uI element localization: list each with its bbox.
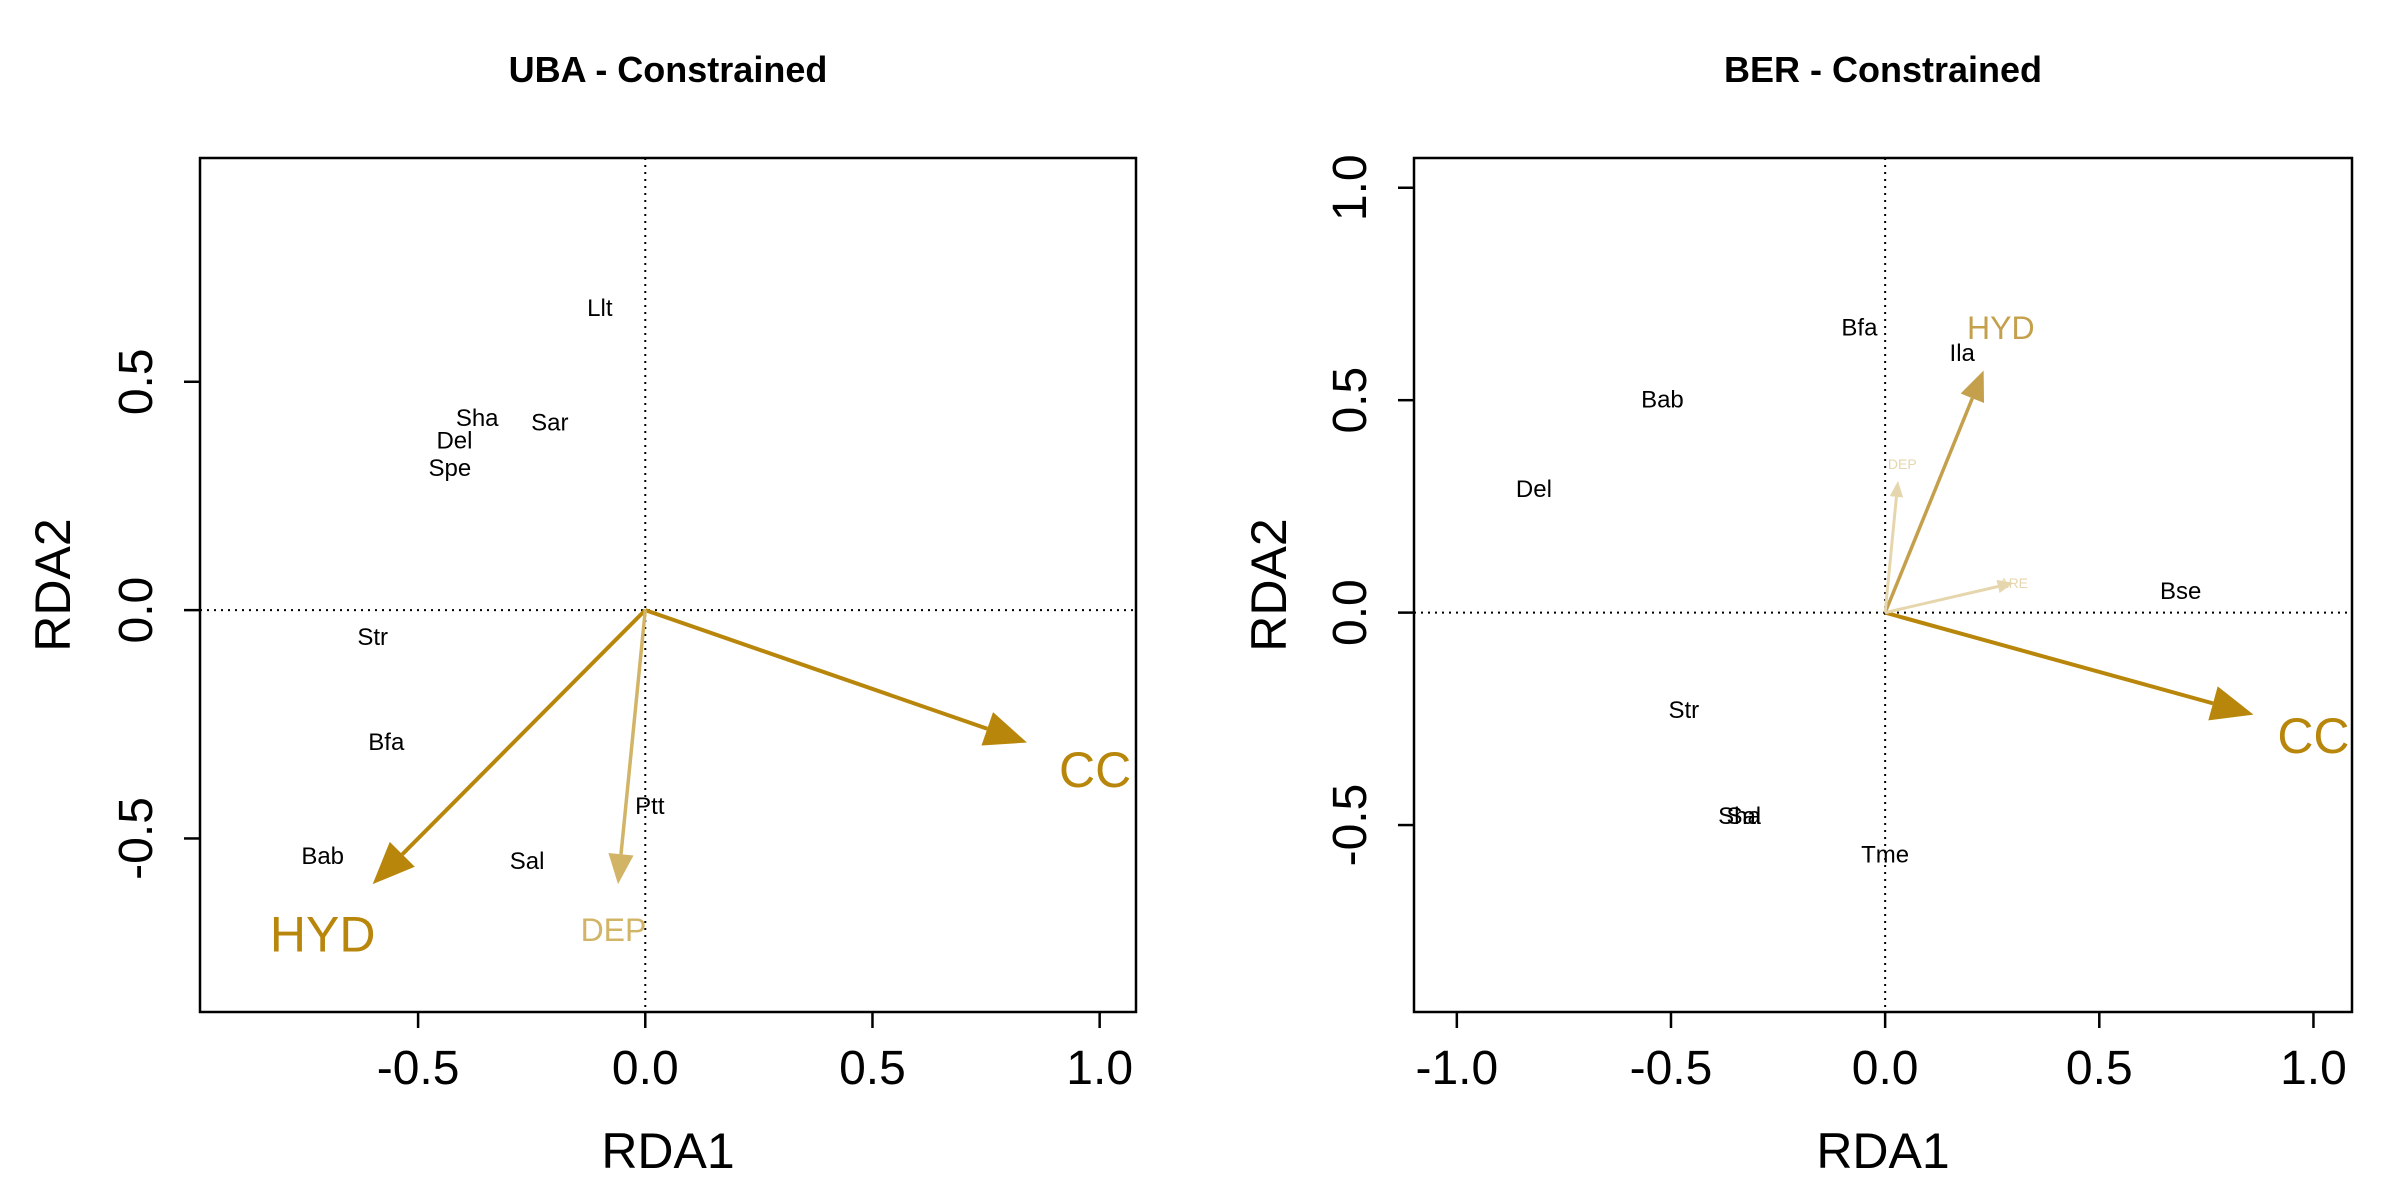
species-label: Sal	[510, 848, 545, 875]
species-label: Spe	[429, 455, 472, 482]
vector-arrow-shaft	[619, 609, 648, 855]
plot-frame	[198, 156, 1138, 1014]
vector-label: HYD	[270, 906, 376, 962]
x-tick-label: 1.0	[2280, 1042, 2347, 1095]
species-label: Tme	[1861, 841, 1909, 868]
x-tick-label: -0.5	[377, 1042, 460, 1095]
vector-label: ARE	[1999, 575, 2028, 591]
species-label: Sha	[1718, 803, 1761, 830]
x-tick-label: 0.0	[1852, 1042, 1919, 1095]
vector-arrow-head	[1889, 480, 1904, 498]
vector-label: CC	[2277, 708, 2349, 764]
vector-arrow-head	[1996, 579, 2014, 594]
species-label: Sal	[1726, 803, 1761, 830]
x-tick-label: -0.5	[1630, 1042, 1713, 1095]
species-label: Bfa	[1841, 314, 1878, 341]
vector-label: CC	[1059, 742, 1131, 798]
vector-arrow-shaft	[644, 608, 988, 731]
species-label: Ila	[1950, 340, 1976, 367]
x-axis-label: RDA1	[601, 1123, 734, 1179]
species-label: Sha	[456, 405, 499, 432]
species-label: Del	[436, 428, 472, 455]
x-tick-label: -1.0	[1415, 1042, 1498, 1095]
y-tick-label: -0.5	[110, 797, 163, 880]
y-axis-label: RDA2	[25, 518, 81, 651]
vector-label: DEP	[1888, 456, 1917, 472]
species-label: Str	[1668, 697, 1699, 724]
species-label: Bse	[2160, 578, 2201, 605]
vector-arrow-head	[2208, 686, 2254, 721]
species-label: Bfa	[368, 729, 405, 756]
chart-title: BER - Constrained	[1724, 49, 2042, 90]
species-label: Sar	[531, 409, 568, 436]
vector-arrow-shaft	[1883, 397, 1974, 614]
vector-label: DEP	[581, 912, 647, 948]
chart-title: UBA - Constrained	[509, 49, 828, 90]
species-label: Del	[1516, 476, 1552, 503]
x-axis-label: RDA1	[1816, 1123, 1949, 1179]
vector-arrow-head	[1960, 370, 1985, 403]
y-tick-label: -0.5	[1324, 784, 1377, 867]
y-tick-label: 1.0	[1324, 154, 1377, 221]
species-label: Ptt	[635, 793, 665, 820]
vector-arrow-shaft	[1883, 496, 1898, 613]
y-tick-label: 0.5	[1324, 367, 1377, 434]
vector-label: HYD	[1967, 310, 2035, 346]
x-tick-label: 0.0	[612, 1042, 679, 1095]
vector-arrow-shaft	[1884, 610, 2214, 706]
chart-panel-2: BER - Constrained -1.0 -0.5 0.0 0.5 1.0 -0.5 0.…	[1241, 49, 2354, 1179]
vector-arrow-shaft	[400, 608, 647, 856]
x-tick-label: 0.5	[839, 1042, 906, 1095]
species-label: Bab	[1641, 387, 1684, 414]
y-tick-label: 0.0	[110, 577, 163, 644]
y-tick-label: 0.0	[1324, 579, 1377, 646]
vector-arrow-head	[981, 712, 1027, 746]
x-tick-label: 0.5	[2066, 1042, 2133, 1095]
vector-arrow-head	[372, 841, 415, 885]
x-tick-label: 1.0	[1066, 1042, 1133, 1095]
vector-arrow-shaft	[1884, 585, 1999, 615]
species-label: Llt	[587, 295, 613, 322]
species-label: Bab	[301, 843, 344, 870]
vector-arrow-head	[608, 853, 634, 885]
species-label: Str	[357, 624, 388, 651]
chart-panel-1: UBA - Constrained -0.5 0.0 0.5 1.0 -0.5 0.0 0.5…	[25, 49, 1138, 1179]
plot-frame	[1412, 156, 2354, 1014]
y-tick-label: 0.5	[110, 348, 163, 415]
y-axis-label: RDA2	[1241, 518, 1297, 651]
